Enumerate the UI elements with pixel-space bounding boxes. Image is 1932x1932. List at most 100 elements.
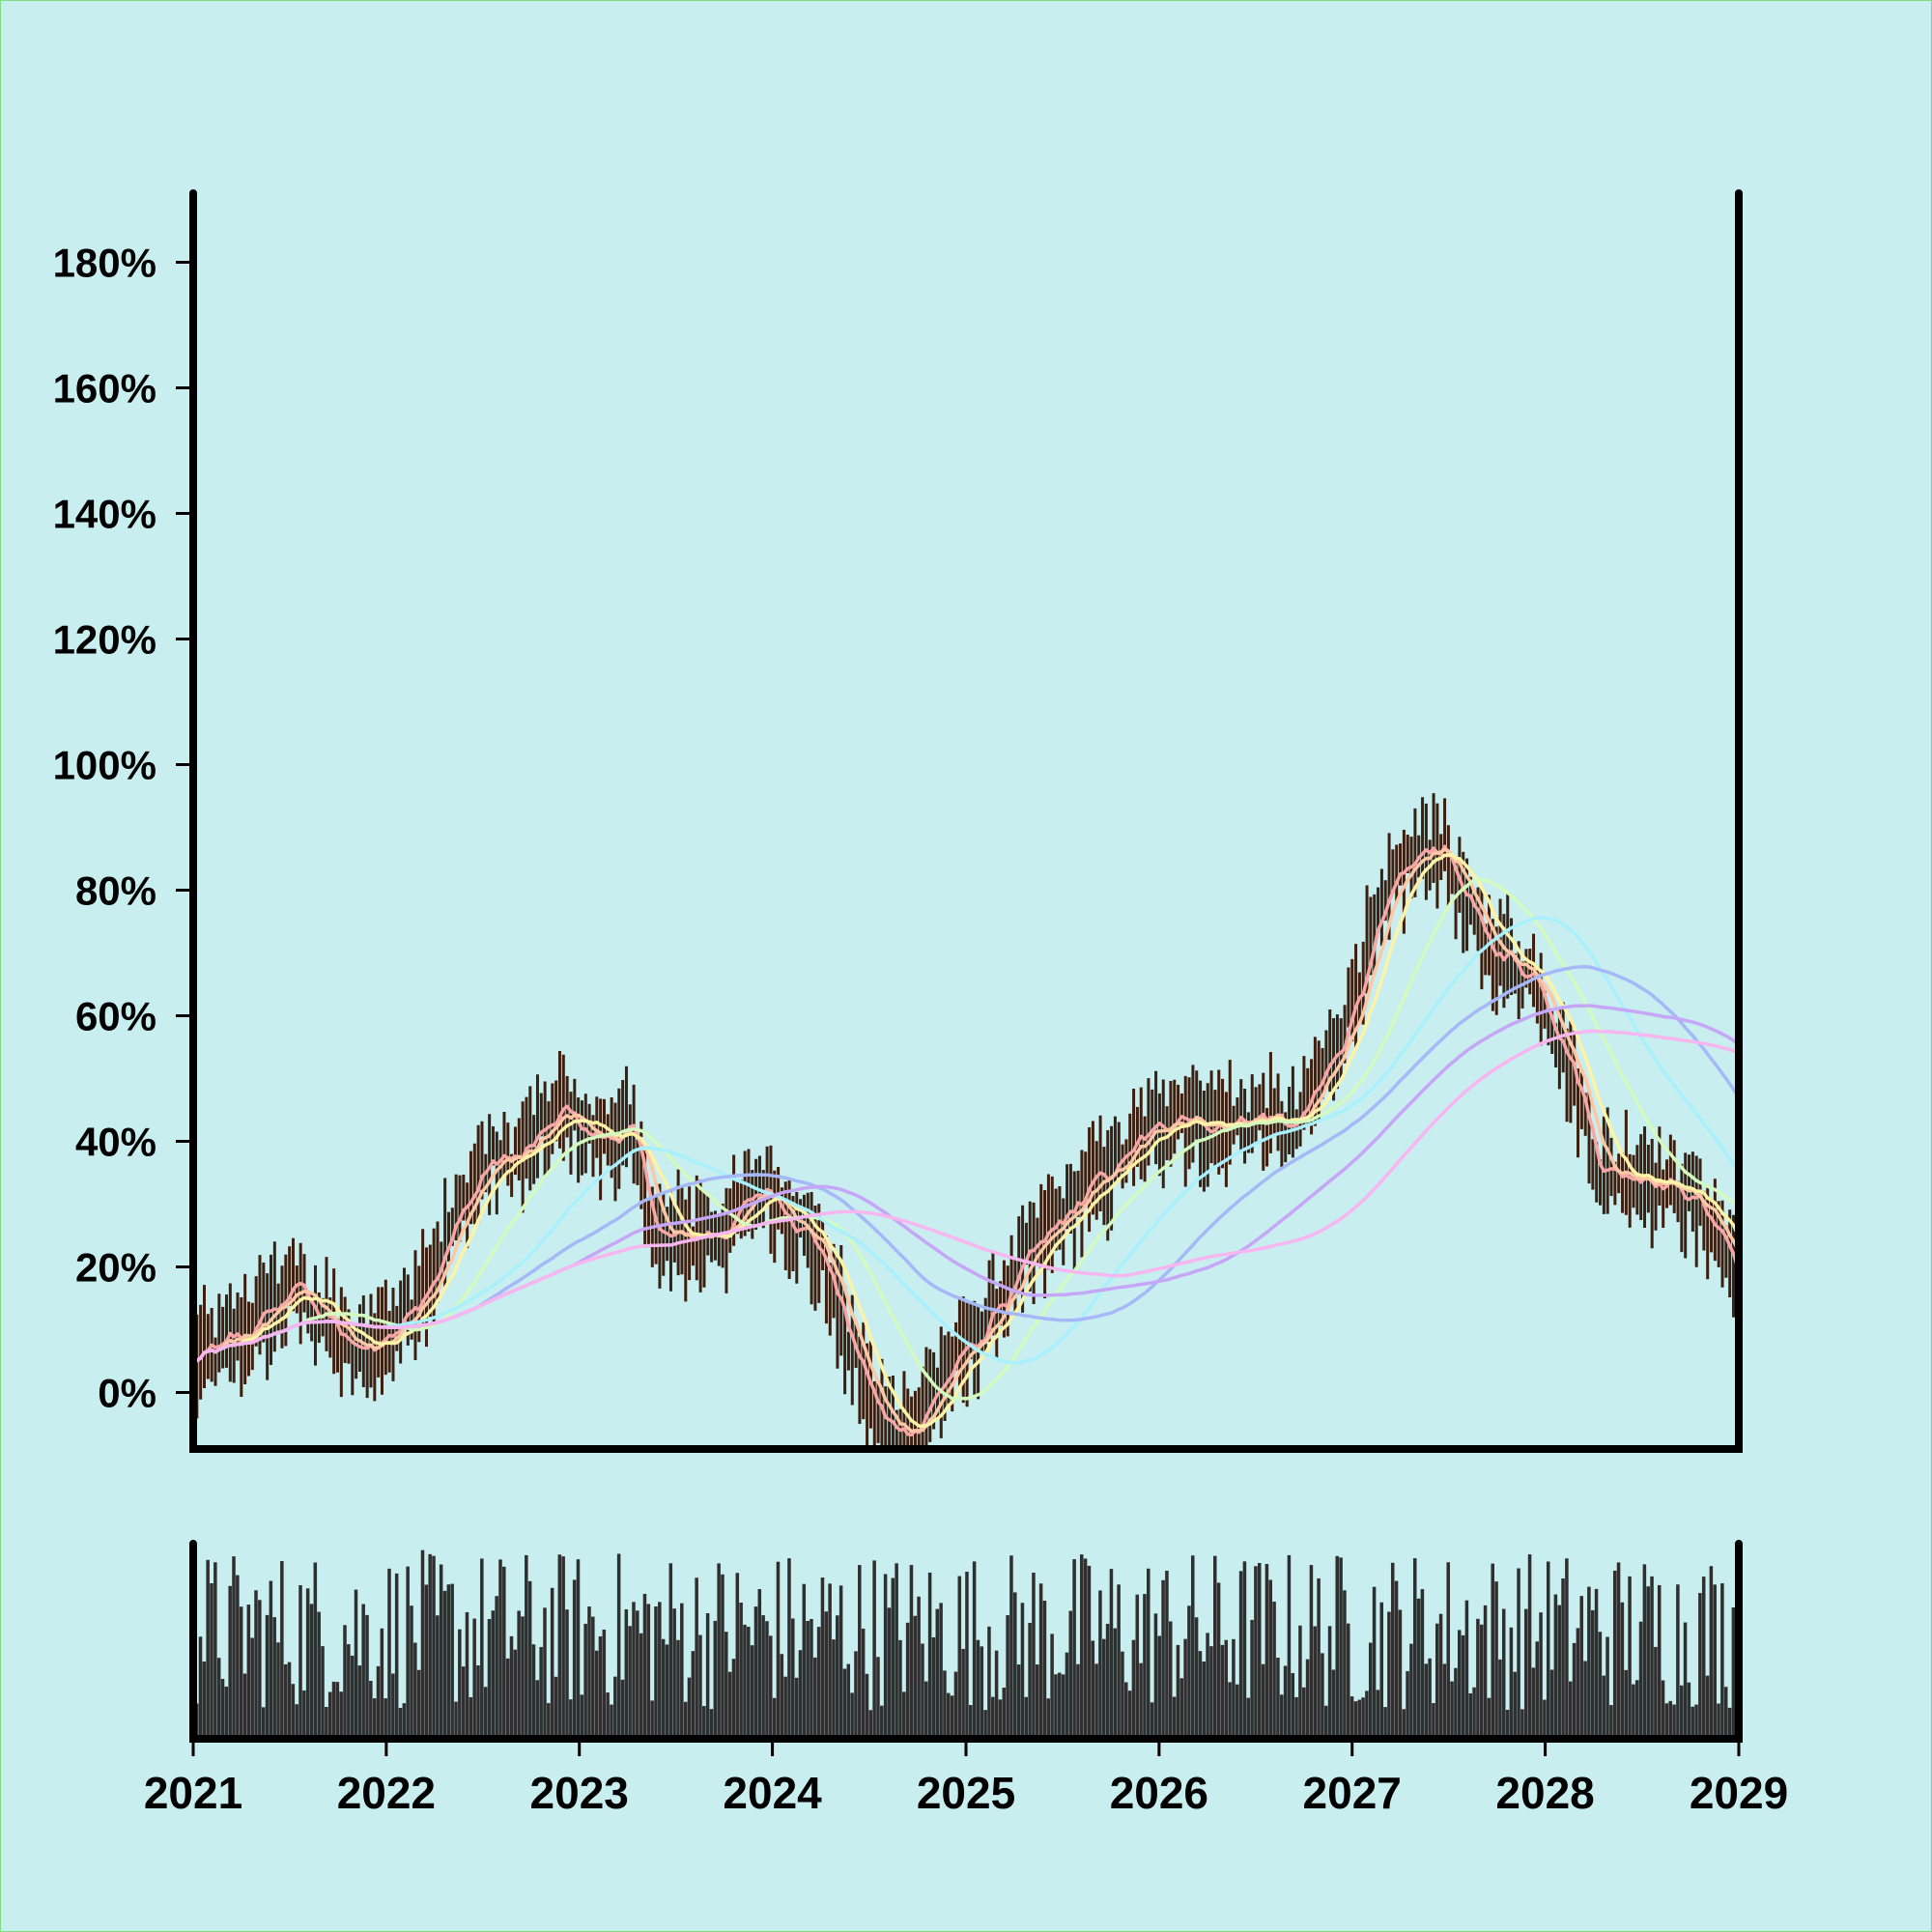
volume-bar [1557, 1605, 1561, 1739]
volume-bar [491, 1610, 496, 1739]
x-tick-label: 2025 [917, 1768, 1015, 1818]
volume-bar [747, 1627, 751, 1739]
volume-bar [1054, 1674, 1058, 1739]
volume-bar [1264, 1564, 1269, 1739]
volume-bar [1461, 1634, 1465, 1739]
volume-bar [921, 1643, 924, 1739]
volume-bar [1494, 1581, 1498, 1739]
volume-bar [465, 1611, 469, 1739]
volume-bar [472, 1618, 476, 1739]
volume-bar [1368, 1642, 1373, 1739]
volume-bar [591, 1616, 595, 1739]
y-axis-ticks: 0% 20% 40% 60% 80% 100% 120% 140% 160% 180% [53, 241, 193, 1416]
volume-bar [521, 1616, 525, 1739]
volume-bar [1576, 1628, 1580, 1739]
volume-bar [1628, 1576, 1632, 1739]
volume-bar [1668, 1700, 1672, 1739]
volume-bar [865, 1673, 869, 1739]
volume-bar [206, 1559, 210, 1739]
volume-bar [1076, 1663, 1080, 1739]
volume-bar [1272, 1602, 1276, 1739]
volume-bar [1602, 1675, 1605, 1739]
volume-bar [1157, 1635, 1162, 1739]
volume-bar [580, 1694, 584, 1739]
volume-bar [935, 1608, 940, 1739]
volume-bar [1683, 1622, 1688, 1739]
volume-bar [498, 1559, 502, 1739]
volume-bar [309, 1604, 314, 1739]
volume-bar [1268, 1579, 1273, 1739]
volume-bar [509, 1635, 514, 1739]
volume-bar [1257, 1563, 1262, 1739]
volume-bar [1179, 1678, 1184, 1739]
volume-bar [1121, 1651, 1124, 1739]
volume-bar [776, 1561, 781, 1739]
volume-bar [1412, 1558, 1417, 1739]
volume-bar [724, 1632, 728, 1739]
volume-bar [824, 1611, 829, 1739]
volume-bar [1080, 1554, 1084, 1739]
volume-bar [1717, 1703, 1720, 1739]
volume-bar [1206, 1633, 1209, 1739]
volume-bar [698, 1634, 702, 1739]
y-tick-label: 160% [53, 366, 156, 412]
volume-bar [895, 1563, 898, 1739]
volume-bar [1501, 1608, 1506, 1739]
volume-bar [350, 1655, 355, 1739]
volume-bar [1339, 1557, 1343, 1739]
volume-bar [1398, 1609, 1403, 1739]
volume-bar [543, 1607, 547, 1739]
volume-bar [1676, 1584, 1680, 1739]
volume-bar [325, 1707, 328, 1739]
volume-bar [721, 1574, 724, 1739]
volume-bar [1638, 1621, 1643, 1739]
y-tick-label: 100% [53, 743, 156, 788]
volume-bar [1261, 1663, 1265, 1739]
volume-bar [658, 1602, 662, 1739]
volume-bar [228, 1585, 232, 1739]
volume-bar [502, 1566, 506, 1739]
volume-bar [1350, 1696, 1354, 1739]
volume-bar [410, 1605, 413, 1739]
volume-bar [1212, 1555, 1217, 1739]
volume-bar [769, 1635, 773, 1739]
volume-bar [1194, 1617, 1199, 1739]
volume-bar [283, 1663, 288, 1739]
volume-bar [495, 1596, 498, 1739]
moving-average-line [191, 844, 1740, 1437]
volume-bar [198, 1636, 203, 1739]
volume-bar [713, 1620, 718, 1739]
volume-bar [1428, 1658, 1432, 1739]
volume-bar [317, 1611, 321, 1739]
volume-bar [1705, 1675, 1710, 1739]
volume-bar [458, 1629, 462, 1739]
volume-bar [717, 1563, 721, 1739]
x-axis-ticks: 2021 2022 2023 2024 2025 2026 2027 2028 2029 [144, 1739, 1788, 1818]
volume-bar [1232, 1638, 1236, 1739]
volume-bar [650, 1700, 654, 1739]
volume-bar [1383, 1707, 1387, 1739]
volume-bar [820, 1577, 825, 1739]
volume-bar [557, 1554, 562, 1739]
volume-bar [994, 1650, 999, 1739]
volume-bar [442, 1590, 447, 1739]
volume-bar [976, 1639, 980, 1739]
volume-bar [572, 1579, 577, 1739]
y-tick-label: 180% [53, 241, 156, 286]
volume-bar [424, 1584, 429, 1739]
volume-bar [505, 1658, 510, 1739]
volume-bar [295, 1704, 298, 1739]
volume-bar [1187, 1605, 1191, 1739]
volume-bar [665, 1644, 669, 1739]
volume-bar [1420, 1589, 1425, 1739]
volume-bar [1687, 1682, 1691, 1739]
volume-bar [1543, 1699, 1547, 1739]
volume-bar [213, 1562, 217, 1739]
volume-bar [339, 1691, 343, 1739]
volume-bar [846, 1663, 851, 1739]
volume-bar [1583, 1661, 1587, 1739]
volume-bar [539, 1646, 543, 1739]
volume-bar [1527, 1554, 1532, 1739]
volume-bar [1546, 1561, 1550, 1739]
volume-bar [1321, 1653, 1324, 1739]
